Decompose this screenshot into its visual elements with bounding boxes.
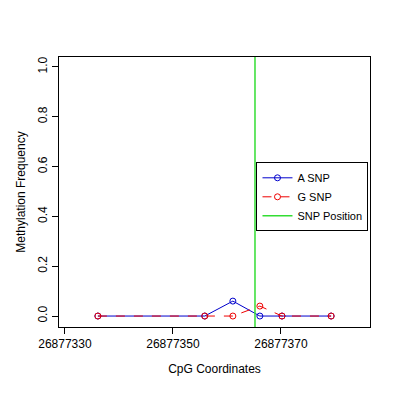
svg-text:26877370: 26877370 [254, 337, 308, 351]
svg-text:0.6: 0.6 [36, 156, 50, 173]
svg-text:A SNP: A SNP [297, 172, 329, 184]
svg-text:0.2: 0.2 [36, 256, 50, 273]
svg-text:26877350: 26877350 [146, 337, 200, 351]
svg-text:1.0: 1.0 [36, 56, 50, 73]
svg-text:G SNP: G SNP [297, 191, 331, 203]
svg-text:0.4: 0.4 [36, 206, 50, 223]
svg-text:0.0: 0.0 [36, 306, 50, 323]
svg-text:CpG Coordinates: CpG Coordinates [168, 362, 261, 376]
svg-text:Methylation Frequency: Methylation Frequency [14, 131, 28, 252]
svg-text:26877330: 26877330 [38, 337, 92, 351]
svg-text:0.8: 0.8 [36, 106, 50, 123]
svg-text:SNP Position: SNP Position [297, 210, 362, 222]
